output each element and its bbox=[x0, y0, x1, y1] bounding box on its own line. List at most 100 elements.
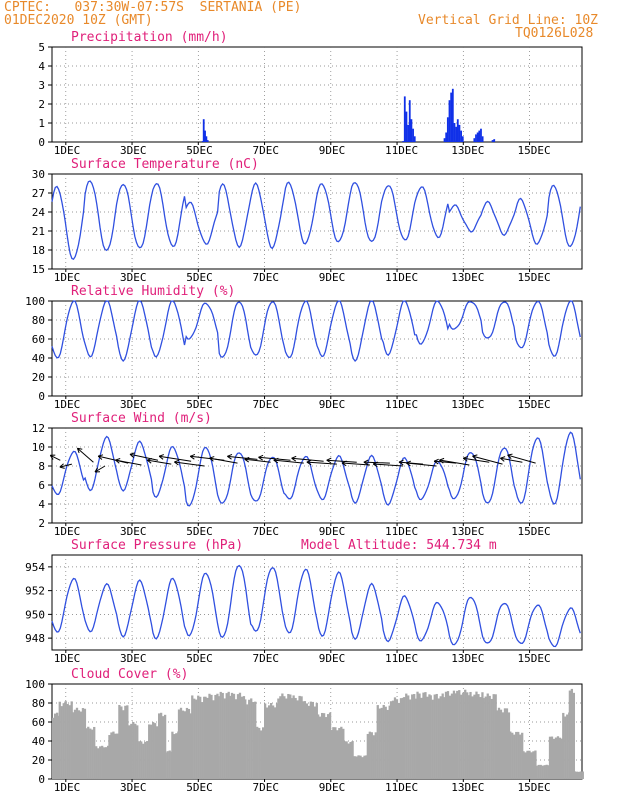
cloud-bar bbox=[114, 733, 117, 779]
cloud-bar bbox=[229, 695, 232, 779]
cloud-bar bbox=[581, 771, 584, 779]
cloud-bar bbox=[521, 732, 524, 779]
cloud-bar bbox=[382, 704, 385, 779]
wind-vector bbox=[341, 460, 371, 467]
cloud-bar bbox=[250, 698, 253, 779]
panel-1: 15 18 21 24 27 30 1DEC 3DEC 5DEC 7DEC 9DEC 11DEC 13D… bbox=[32, 157, 583, 284]
x-tick-label: 15DEC bbox=[518, 271, 551, 284]
cloud-bar bbox=[573, 771, 577, 779]
cloud-bar bbox=[543, 765, 546, 779]
cloud-bar bbox=[283, 696, 286, 779]
cloud-bar bbox=[108, 735, 111, 779]
cloud-bar bbox=[460, 694, 463, 779]
cloud-bar bbox=[154, 723, 157, 779]
y-tick-label: 0 bbox=[38, 773, 45, 786]
x-tick-label: 1DEC bbox=[54, 144, 80, 157]
cloud-bar bbox=[71, 712, 75, 779]
cloud-bar bbox=[287, 693, 290, 779]
cloud-bar bbox=[579, 771, 582, 779]
cloud-bar bbox=[95, 746, 98, 779]
wind-vector bbox=[76, 447, 94, 463]
cloud-bar bbox=[366, 733, 369, 779]
precip-bar bbox=[405, 111, 408, 142]
wind-vector bbox=[209, 456, 238, 464]
wind-vector bbox=[507, 453, 536, 464]
cloud-bar bbox=[232, 693, 236, 779]
cloud-bar bbox=[164, 752, 167, 779]
cloud-bar bbox=[505, 708, 509, 779]
cloud-bar bbox=[265, 707, 269, 779]
x-tick-label: 13DEC bbox=[451, 398, 484, 411]
x-tick-label: 5DEC bbox=[186, 271, 213, 284]
series-line bbox=[51, 300, 581, 363]
cloud-bar bbox=[307, 705, 311, 779]
cloud-bar bbox=[558, 737, 562, 779]
y-tick-label: 954 bbox=[25, 561, 45, 574]
y-tick-label: 40 bbox=[32, 352, 45, 365]
cloud-bar bbox=[431, 699, 434, 779]
wind-vector bbox=[146, 457, 172, 465]
cloud-bar bbox=[509, 731, 512, 779]
cloud-bar bbox=[513, 734, 516, 779]
x-tick-label: 3DEC bbox=[120, 525, 147, 538]
x-tick-label: 15DEC bbox=[518, 652, 551, 665]
series-line bbox=[51, 180, 581, 261]
cloud-bar bbox=[52, 717, 55, 779]
cloud-bar bbox=[204, 696, 207, 779]
cloud-bar bbox=[116, 733, 119, 779]
x-tick-label: 7DEC bbox=[253, 144, 279, 157]
y-tick-label: 20 bbox=[32, 371, 45, 384]
y-tick-label: 60 bbox=[32, 333, 45, 346]
cloud-bar bbox=[317, 714, 320, 779]
cloud-bar bbox=[258, 727, 261, 779]
cloud-bar bbox=[275, 703, 279, 779]
cloud-bar bbox=[441, 693, 444, 779]
cloud-bar bbox=[230, 692, 234, 779]
y-tick-label: 18 bbox=[32, 244, 45, 257]
precip-bar bbox=[412, 128, 414, 142]
y-tick-label: 952 bbox=[25, 585, 45, 598]
cloud-bar bbox=[556, 736, 560, 779]
cloud-bar bbox=[273, 707, 277, 779]
cloud-bar bbox=[324, 717, 328, 779]
cloud-bar bbox=[322, 713, 326, 779]
cloud-bar bbox=[166, 751, 169, 779]
precip-bar bbox=[410, 119, 413, 142]
cloud-bar bbox=[199, 696, 202, 779]
cloud-bar bbox=[330, 730, 333, 779]
cloud-bar bbox=[454, 693, 458, 779]
x-tick-label: 9DEC bbox=[319, 652, 346, 665]
cloud-bar bbox=[138, 741, 141, 779]
cloud-bar bbox=[81, 708, 85, 779]
x-tick-label: 15DEC bbox=[518, 144, 551, 157]
cloud-bar bbox=[179, 707, 183, 779]
cloud-bar bbox=[486, 693, 489, 779]
cloud-bar bbox=[260, 730, 263, 779]
cloud-bar bbox=[535, 765, 538, 779]
cloud-bar bbox=[384, 706, 387, 779]
cloud-bar bbox=[492, 694, 495, 779]
cloud-bar bbox=[110, 732, 113, 779]
x-tick-label: 1DEC bbox=[54, 271, 80, 284]
cloud-bar bbox=[189, 713, 193, 779]
cloud-bar bbox=[128, 725, 131, 779]
cloud-bar bbox=[403, 697, 406, 779]
y-tick-label: 80 bbox=[32, 697, 45, 710]
cloud-bar bbox=[87, 726, 90, 779]
precip-bar bbox=[205, 136, 208, 142]
cloud-bar bbox=[477, 694, 480, 779]
cloud-bar bbox=[53, 713, 57, 779]
precip-bar bbox=[491, 140, 494, 142]
x-tick-label: 5DEC bbox=[186, 652, 213, 665]
precip-bar bbox=[450, 92, 453, 142]
panel-title: Surface Temperature (nC) bbox=[71, 157, 259, 172]
panel-title: Surface Wind (m/s) bbox=[71, 411, 212, 426]
precip-bar bbox=[206, 140, 209, 142]
cloud-bar bbox=[528, 750, 531, 779]
cloud-bar bbox=[370, 732, 373, 779]
cloud-bar bbox=[256, 726, 259, 779]
cloud-bar bbox=[146, 741, 149, 779]
cloud-bar bbox=[191, 695, 194, 779]
cloud-bar bbox=[227, 691, 230, 779]
